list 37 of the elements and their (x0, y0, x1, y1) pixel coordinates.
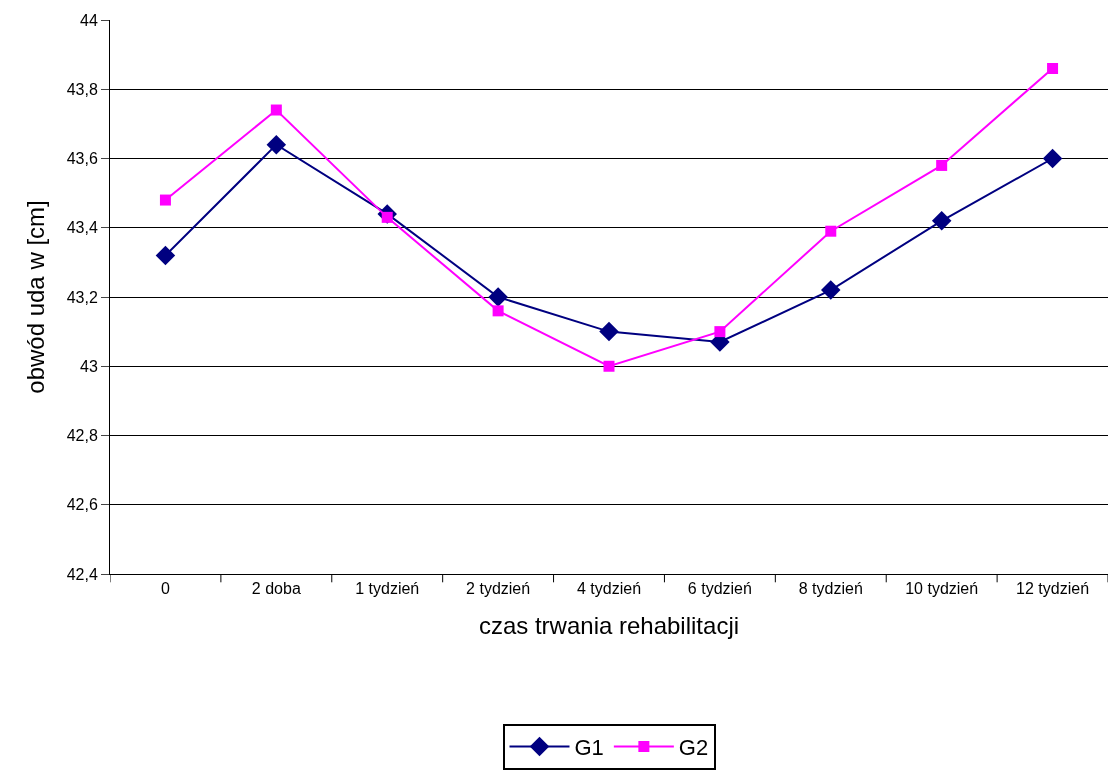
y-tick-label: 42,4 (66, 565, 98, 583)
x-tick-label: 6 tydzień (687, 580, 752, 598)
y-tick-label: 43,4 (66, 219, 98, 237)
point (714, 326, 726, 338)
point (936, 159, 948, 171)
point (270, 104, 282, 116)
x-tick-label: 12 tydzień (1016, 580, 1090, 598)
x-tick-label: 2 doba (251, 580, 301, 598)
y-tick-label: 43,8 (66, 80, 98, 98)
point (155, 245, 176, 266)
point (488, 287, 508, 307)
point (599, 321, 619, 342)
x-tick-label: 1 tydzień (355, 580, 420, 598)
point (825, 225, 837, 237)
x-tick-label: 0 (160, 580, 170, 598)
y-tick-label: 43,6 (66, 150, 98, 168)
y-tick-label: 44 (80, 11, 98, 29)
y-tick-label: 43 (80, 357, 98, 375)
point (931, 211, 952, 231)
y-tick-label: 42,6 (66, 496, 98, 514)
x-axis-title: czas trwania rehabilitacji (478, 611, 740, 639)
y-tick-label: 42,8 (66, 427, 98, 445)
point (492, 305, 504, 317)
x-tick-label: 10 tydzień (905, 580, 979, 598)
point (1042, 148, 1063, 169)
legend-label: G1 (574, 734, 604, 760)
y-axis-title: obwód uda w [cm] (21, 200, 49, 394)
point (603, 360, 615, 372)
legend-label: G2 (678, 734, 709, 760)
y-tick-label: 43,2 (66, 288, 98, 306)
x-tick-label: 2 tydzień (466, 580, 531, 598)
point (821, 280, 841, 300)
point (266, 134, 287, 155)
point (159, 194, 171, 206)
x-tick-label: 4 tydzień (576, 580, 642, 598)
x-tick-label: 8 tydzień (798, 580, 863, 598)
point (1047, 62, 1059, 74)
